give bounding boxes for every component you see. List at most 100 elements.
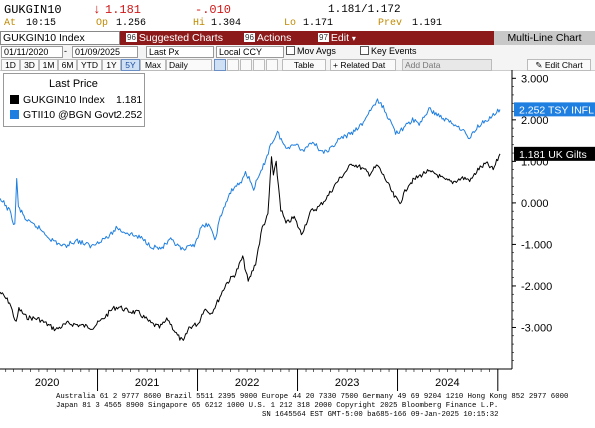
last-price: 1.181 bbox=[105, 3, 142, 17]
field-select-label: Last Px bbox=[149, 47, 180, 57]
x-tick-label: 2020 bbox=[35, 377, 59, 389]
edit-chart-button[interactable]: ✎ Edit Chart bbox=[527, 59, 591, 71]
edit-menu[interactable]: 97 Edit ▾ bbox=[318, 31, 356, 45]
footer-copyright: Japan 81 3 4565 8900 Singapore 65 6212 1… bbox=[56, 402, 499, 410]
related-data-button[interactable]: + Related Dat bbox=[330, 59, 396, 71]
legend-swatch-black bbox=[10, 95, 19, 104]
ticker: GUKGIN10 bbox=[4, 3, 62, 17]
add-data-input[interactable]: Add Data bbox=[402, 59, 492, 71]
quote-header: GUKGIN10 ↓ 1.181 -.010 1.181/1.172 bbox=[0, 0, 595, 18]
low-value: 1.171 bbox=[303, 18, 334, 29]
suggested-charts-menu[interactable]: 96 Suggested Charts bbox=[126, 31, 223, 45]
key-events-checkbox[interactable] bbox=[360, 46, 369, 55]
mov-avgs-checkbox[interactable] bbox=[286, 46, 295, 55]
period-1m[interactable]: 1M bbox=[39, 59, 58, 71]
y-tick-label: 0.000 bbox=[521, 198, 549, 210]
chart-toolbar: 01/11/2020 - 01/09/2025 Last Px Local CC… bbox=[0, 45, 595, 58]
period-1d[interactable]: 1D bbox=[1, 59, 20, 71]
prev-label: Prev bbox=[378, 18, 403, 29]
zoom-icon[interactable] bbox=[266, 59, 278, 71]
x-tick-label: 2022 bbox=[235, 377, 259, 389]
end-date-input[interactable]: 01/09/2025 bbox=[72, 46, 138, 58]
footer-contacts: Australia 61 2 9777 8600 Brazil 5511 239… bbox=[56, 393, 569, 401]
actions-label: Actions bbox=[256, 32, 292, 44]
legend-series-name: GUKGIN10 Index bbox=[23, 94, 105, 106]
mov-avgs-label: Mov Avgs bbox=[297, 46, 336, 56]
security-field[interactable]: GUKGIN10 Index bbox=[0, 31, 120, 45]
y-tick-label: -2.000 bbox=[521, 281, 552, 293]
period-ytd[interactable]: YTD bbox=[77, 59, 102, 71]
table-button[interactable]: Table bbox=[282, 59, 326, 71]
x-tick-label: 2024 bbox=[435, 377, 459, 389]
legend-title: Last Price bbox=[49, 78, 98, 90]
high-label: Hi bbox=[193, 18, 206, 29]
net-change: -.010 bbox=[195, 3, 232, 17]
tag-label: 2.252 TSY INFL bbox=[519, 104, 594, 116]
open-label: Op bbox=[96, 18, 109, 29]
period-1y[interactable]: 1Y bbox=[102, 59, 121, 71]
chart-legend[interactable]: Last Price GUKGIN10 Index 1.181 GTII10 @… bbox=[3, 73, 145, 127]
suggested-charts-num: 96 bbox=[126, 33, 137, 42]
field-select[interactable]: Last Px bbox=[146, 46, 214, 58]
draw-tool-icon[interactable] bbox=[240, 59, 252, 71]
x-tick-label: 2023 bbox=[335, 377, 359, 389]
edit-chart-label: Edit Chart bbox=[544, 60, 583, 70]
tag-tsy-infl: 2.252 TSY INFL bbox=[514, 102, 595, 117]
tag-label: 1.181 UK Gilts bbox=[519, 149, 587, 161]
prev-value: 1.191 bbox=[412, 18, 443, 29]
mov-avgs-toggle[interactable]: Mov Avgs bbox=[286, 46, 336, 57]
y-tick-label: 3.000 bbox=[521, 73, 549, 85]
tag-uk-gilts: 1.181 UK Gilts bbox=[514, 146, 595, 161]
frequency-label: Daily bbox=[169, 60, 188, 70]
line-chart-icon[interactable] bbox=[214, 59, 226, 71]
menu-bar: GUKGIN10 Index 96 Suggested Charts 96 Acti… bbox=[0, 31, 595, 45]
series-line-gtii10 bbox=[0, 98, 501, 251]
security-label: GUKGIN10 Index bbox=[3, 32, 85, 44]
key-events-toggle[interactable]: Key Events bbox=[360, 46, 417, 57]
currency-select-label: Local CCY bbox=[219, 47, 263, 57]
tag-background bbox=[514, 146, 595, 161]
currency-select[interactable]: Local CCY bbox=[216, 46, 284, 58]
footer-session: SN 1645564 EST GMT-5:00 ba685-166 09-Jan… bbox=[262, 411, 499, 419]
last-value-tags: 2.252 TSY INFL 1.181 UK Gilts bbox=[514, 102, 595, 161]
open-value: 1.256 bbox=[116, 18, 147, 29]
annotate-icon[interactable] bbox=[253, 59, 265, 71]
legend-item-gukgin10[interactable]: GUKGIN10 Index 1.181 bbox=[10, 94, 142, 106]
tag-background bbox=[514, 102, 595, 117]
bid-ask: 1.181/1.172 bbox=[328, 4, 401, 16]
date-separator: - bbox=[64, 46, 67, 56]
legend-series-name: GTII10 @BGN Govt bbox=[23, 109, 117, 121]
period-toolbar: 1D 3D 1M 6M YTD 1Y 5Y Max Daily Table + … bbox=[0, 58, 595, 71]
bar-chart-icon[interactable] bbox=[227, 59, 239, 71]
actions-num: 96 bbox=[244, 33, 255, 42]
period-5y[interactable]: 5Y bbox=[121, 59, 140, 71]
footer: Australia 61 2 9777 8600 Brazil 5511 239… bbox=[0, 393, 595, 428]
legend-series-value: 2.252 bbox=[116, 109, 143, 121]
legend-swatch-blue bbox=[10, 110, 19, 119]
legend-series-value: 1.181 bbox=[116, 94, 143, 106]
series-lines bbox=[0, 98, 501, 341]
quote-time: 10:15 bbox=[26, 18, 57, 29]
start-date-input[interactable]: 01/11/2020 bbox=[1, 46, 63, 58]
at-label: At bbox=[4, 18, 17, 29]
quote-details: At 10:15 Op 1.256 Hi 1.304 Lo 1.171 Prev… bbox=[0, 18, 595, 31]
key-events-label: Key Events bbox=[371, 46, 417, 56]
x-axis-ticks: 2020 2021 2022 2023 2024 bbox=[5, 369, 499, 391]
period-6m[interactable]: 6M bbox=[58, 59, 77, 71]
y-tick-label: -3.000 bbox=[521, 322, 552, 334]
actions-menu[interactable]: 96 Actions bbox=[244, 31, 291, 45]
legend-item-gtii10[interactable]: GTII10 @BGN Govt 2.252 bbox=[10, 109, 142, 121]
high-value: 1.304 bbox=[211, 18, 242, 29]
edit-label: Edit bbox=[330, 32, 349, 44]
x-tick-label: 2021 bbox=[135, 377, 159, 389]
down-arrow-icon: ↓ bbox=[93, 2, 101, 17]
low-label: Lo bbox=[284, 18, 297, 29]
period-3d[interactable]: 3D bbox=[20, 59, 39, 71]
suggested-charts-label: Suggested Charts bbox=[138, 32, 223, 44]
edit-num: 97 bbox=[318, 33, 329, 42]
edit-caret-icon: ▾ bbox=[351, 34, 356, 43]
period-max[interactable]: Max bbox=[140, 59, 166, 71]
frequency-select[interactable]: Daily bbox=[166, 59, 212, 71]
